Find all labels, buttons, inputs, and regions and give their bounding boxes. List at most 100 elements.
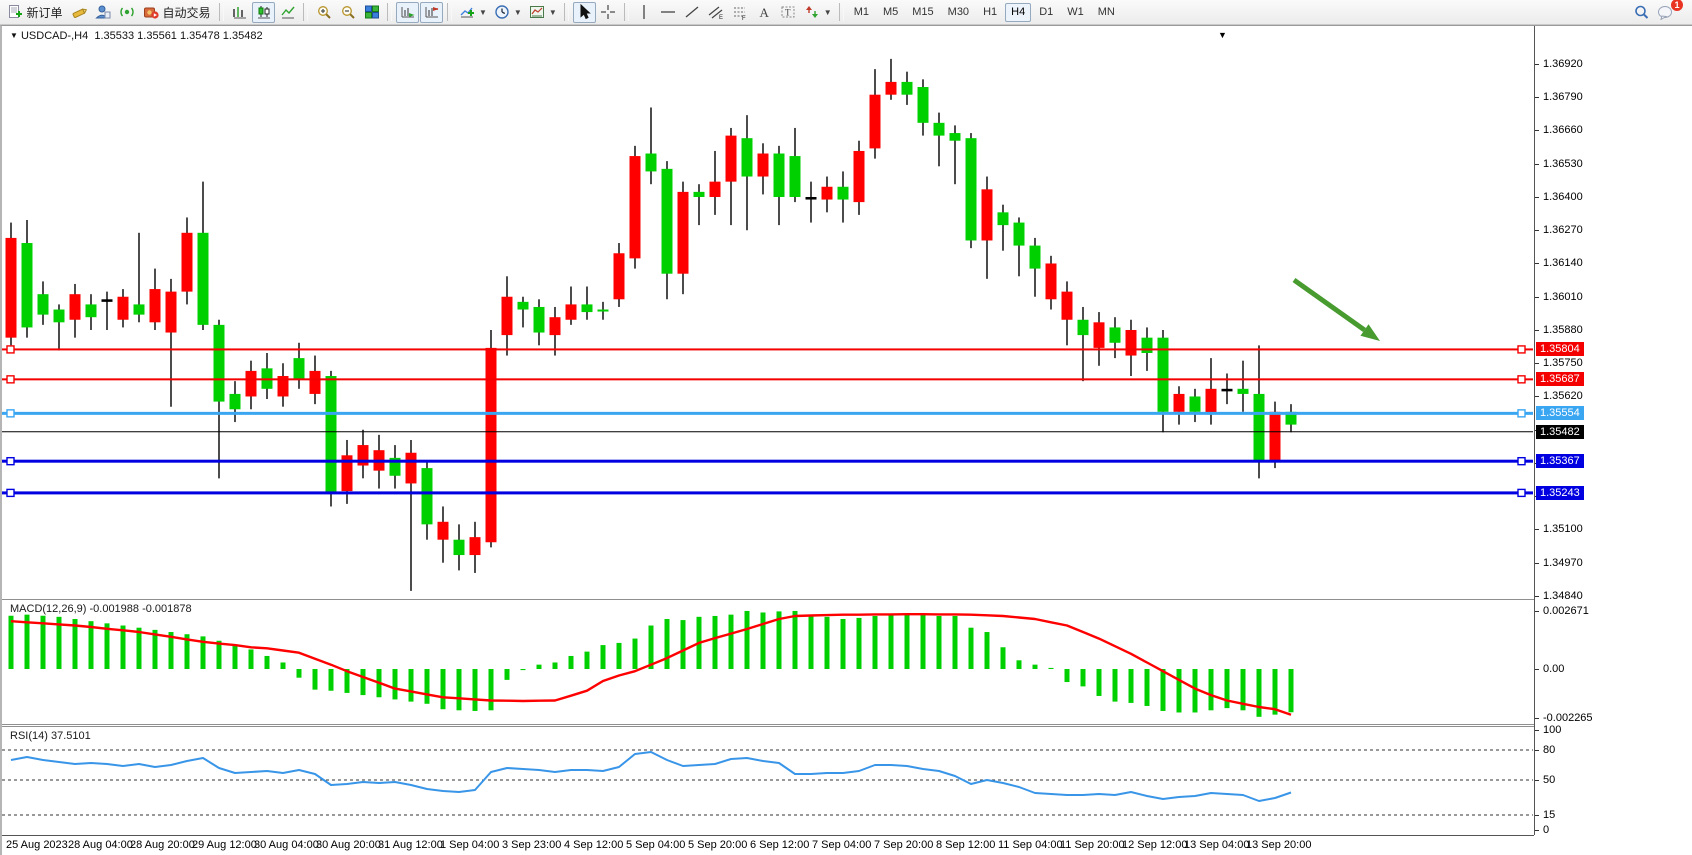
chart-shift-icon: [425, 7, 438, 18]
signals-button[interactable]: [115, 2, 138, 23]
arrows-button[interactable]: ▼: [801, 2, 835, 23]
dropdown-arrow-icon: ▼: [513, 7, 522, 17]
notification-badge: 1: [1671, 0, 1683, 11]
time-axis-label: 6 Sep 12:00: [750, 839, 810, 851]
equidistant-channel-button[interactable]: E: [705, 2, 728, 23]
text-label-icon: T: [781, 6, 795, 18]
rsi-axis-label: 100: [1543, 724, 1562, 736]
text-icon: A: [760, 5, 770, 20]
trendline-button[interactable]: [681, 2, 704, 23]
price-axis-label: 1.34970: [1543, 556, 1583, 569]
hline-handle[interactable]: [6, 456, 15, 466]
timeframe-button-M15[interactable]: M15: [912, 5, 934, 18]
price-chart-panel[interactable]: [2, 27, 1534, 599]
hline-price-chip: 1.35804: [1536, 342, 1584, 357]
chat-bubble-icon: [1658, 6, 1672, 20]
trendline-icon: [685, 6, 699, 18]
zoom-out-button[interactable]: [336, 2, 359, 23]
horizontal-line-button[interactable]: [657, 2, 680, 23]
chart-shift-button[interactable]: [420, 1, 443, 23]
text-label-button[interactable]: T: [777, 2, 800, 23]
cursor-button[interactable]: [572, 1, 596, 23]
fibonacci-button[interactable]: F: [729, 2, 752, 23]
chart-menu-triangle-icon[interactable]: ▼: [1218, 30, 1227, 40]
time-axis[interactable]: 25 Aug 2023 28 Aug 04:00 28 Aug 20:00 29 Au…: [2, 835, 1534, 855]
notifications-button[interactable]: 1: [1654, 0, 1683, 23]
timeframe-button-D1[interactable]: D1: [1039, 5, 1054, 18]
hline-handle[interactable]: [6, 345, 15, 354]
vertical-line-icon: [643, 5, 645, 19]
toolbar-separator: [838, 3, 844, 21]
price-axis-label: 1.35880: [1543, 323, 1583, 336]
time-axis-label: 11 Sep 04:00: [998, 839, 1063, 851]
text-button[interactable]: A: [753, 2, 776, 23]
toolbar-separator: [387, 3, 392, 21]
chart-symbol-period: USDCAD-,H4: [20, 30, 89, 42]
timeframe-button-M1[interactable]: M1: [853, 5, 869, 18]
signal-icon: [119, 7, 134, 17]
timeframe-button-H1[interactable]: H1: [983, 5, 998, 18]
chart-ohlc-values: 1.35533 1.35561 1.35478 1.35482: [94, 30, 263, 42]
hline-price-chip: 1.35554: [1536, 406, 1584, 421]
hline-handle[interactable]: [6, 375, 15, 384]
new-order-label: 新订单: [26, 5, 63, 20]
fibonacci-icon: F: [734, 7, 746, 20]
time-axis-label: 7 Sep 04:00: [812, 839, 872, 851]
candlestick-chart-button[interactable]: [252, 1, 275, 23]
styler-button[interactable]: [67, 2, 90, 23]
hline-handle[interactable]: [1517, 375, 1526, 384]
hline-handle[interactable]: [1517, 345, 1526, 354]
time-axis-label: 13 Sep 04:00: [1184, 839, 1250, 851]
macd-panel[interactable]: [2, 601, 1534, 724]
price-axis-label: 1.36270: [1543, 224, 1583, 237]
timeframe-button-M5[interactable]: M5: [882, 5, 899, 18]
annotation-arrow[interactable]: [1292, 277, 1366, 333]
new-order-button[interactable]: 新订单: [4, 2, 66, 23]
auto-scroll-button[interactable]: [396, 1, 419, 23]
arrows-icon: [805, 6, 818, 18]
templates-button[interactable]: ▼: [526, 2, 560, 23]
time-axis-label: 28 Aug 20:00: [130, 839, 195, 851]
crosshair-icon: [601, 5, 616, 19]
zoom-in-button[interactable]: [312, 2, 335, 23]
collapse-triangle-icon[interactable]: ▼: [10, 31, 18, 40]
indicators-button[interactable]: ▼: [456, 2, 490, 23]
panel-splitter[interactable]: [2, 724, 1534, 727]
auto-trading-button[interactable]: 自动交易: [139, 2, 215, 23]
svg-text:E: E: [719, 15, 723, 20]
bar-chart-button[interactable]: [228, 2, 251, 23]
dropdown-arrow-icon: ▼: [823, 7, 832, 17]
price-axis-label: 1.36920: [1543, 58, 1583, 70]
hline-handle[interactable]: [6, 409, 15, 418]
periods-button[interactable]: ▼: [491, 2, 525, 23]
price-axis-label: 1.35100: [1543, 523, 1583, 536]
rsi-axis-label: 50: [1543, 774, 1556, 786]
time-axis-label: 29 Aug 12:00: [192, 839, 257, 851]
rsi-panel[interactable]: [2, 728, 1534, 835]
auto-scroll-icon: [401, 7, 414, 18]
toolbar-separator: [623, 3, 629, 21]
timeframe-button-W1[interactable]: W1: [1067, 5, 1084, 18]
rsi-axis-label: 80: [1543, 744, 1556, 756]
crosshair-button[interactable]: [597, 2, 620, 23]
price-axis-label: 1.34840: [1543, 589, 1583, 602]
tile-windows-button[interactable]: [360, 2, 383, 23]
hline-handle[interactable]: [1517, 456, 1526, 466]
time-axis-label: 7 Sep 20:00: [874, 839, 934, 851]
price-axis[interactable]: 1.36920 1.36790 1.36660 1.36530 1.36400 1.362…: [1534, 26, 1692, 836]
line-chart-button[interactable]: [276, 2, 299, 23]
hline-handle[interactable]: [1517, 488, 1526, 498]
timeframe-button-H4[interactable]: H4: [1005, 2, 1032, 22]
hline-handle[interactable]: [1517, 409, 1526, 418]
rsi-axis-label: 0: [1543, 824, 1550, 836]
timeframe-button-MN[interactable]: MN: [1097, 5, 1115, 18]
search-button[interactable]: [1630, 2, 1653, 23]
cursor-icon: [580, 4, 592, 20]
timeframe-button-M30[interactable]: M30: [947, 5, 970, 18]
macd-axis-label: 0.00: [1543, 663, 1565, 675]
profile-button[interactable]: [91, 2, 114, 23]
vertical-line-button[interactable]: [633, 2, 656, 23]
time-axis-label: 28 Aug 04:00: [68, 839, 133, 851]
hline-handle[interactable]: [6, 488, 15, 498]
